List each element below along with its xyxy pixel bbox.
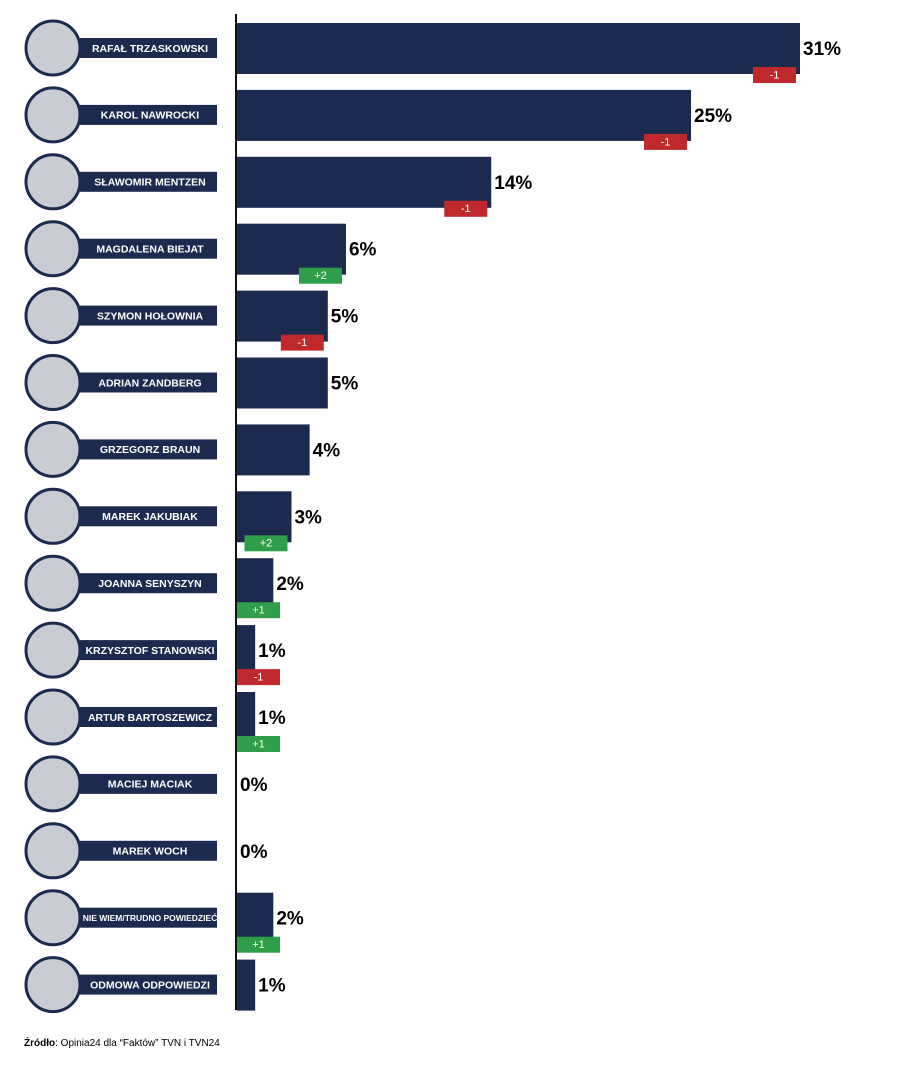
source: Źródło: Opinia24 dla “Faktów” TVN i TVN2… bbox=[24, 1036, 220, 1049]
value-label: 1% bbox=[258, 641, 286, 662]
change-badge bbox=[237, 736, 280, 752]
avatar bbox=[24, 86, 82, 144]
change-badge bbox=[237, 602, 280, 619]
name-tag bbox=[80, 38, 217, 58]
name-tag bbox=[80, 171, 217, 192]
category-label: ARTUR BARTOSZEWICZ bbox=[88, 712, 213, 724]
change-label: -1 bbox=[770, 69, 780, 81]
avatar bbox=[24, 889, 82, 947]
name-tag bbox=[80, 305, 217, 326]
bar bbox=[237, 156, 492, 208]
change-badge bbox=[237, 669, 280, 686]
bar bbox=[237, 491, 292, 543]
change-badge bbox=[644, 133, 688, 150]
change-badge bbox=[237, 936, 280, 953]
change-label: -1 bbox=[297, 337, 307, 349]
change-label: +1 bbox=[252, 939, 265, 951]
value-label: 31% bbox=[803, 39, 841, 60]
value-label: 2% bbox=[276, 574, 304, 595]
bar bbox=[237, 23, 800, 74]
category-label: KRZYSZTOF STANOWSKI bbox=[85, 645, 214, 657]
change-badge bbox=[280, 334, 324, 351]
value-label: 2% bbox=[276, 909, 304, 930]
change-label: -1 bbox=[661, 136, 671, 148]
avatar bbox=[24, 956, 82, 1014]
bar bbox=[237, 558, 274, 610]
category-label: MAREK JAKUBIAK bbox=[102, 511, 198, 523]
name-tag bbox=[80, 573, 217, 594]
category-label: JOANNA SENYSZYN bbox=[98, 578, 201, 590]
bar bbox=[237, 959, 256, 1011]
value-label: 1% bbox=[258, 708, 286, 729]
avatar bbox=[24, 354, 82, 411]
category-label: KAROL NAWROCKI bbox=[101, 110, 199, 122]
category-label: GRZEGORZ BRAUN bbox=[100, 444, 200, 456]
avatar bbox=[24, 822, 82, 880]
avatar bbox=[24, 220, 82, 278]
value-label: 5% bbox=[331, 374, 359, 395]
avatar bbox=[24, 420, 82, 478]
source-label: Źródło bbox=[24, 1036, 55, 1049]
avatar bbox=[24, 153, 82, 211]
change-badge bbox=[244, 535, 288, 552]
name-tag bbox=[80, 840, 217, 861]
avatar bbox=[24, 487, 82, 545]
avatar bbox=[24, 755, 82, 813]
name-tag bbox=[80, 439, 217, 460]
category-label: MAGDALENA BIEJAT bbox=[96, 243, 204, 255]
category-label: SŁAWOMIR MENTZEN bbox=[94, 177, 205, 189]
value-label: 3% bbox=[294, 507, 322, 528]
source-text: : Opinia24 dla “Faktów” TVN i TVN24 bbox=[55, 1038, 220, 1049]
name-tag bbox=[80, 238, 217, 259]
name-tag bbox=[80, 907, 217, 928]
name-tag bbox=[80, 707, 217, 727]
value-label: 14% bbox=[494, 173, 532, 194]
bar bbox=[237, 223, 346, 275]
category-label: MACIEJ MACIAK bbox=[108, 779, 193, 791]
change-badge bbox=[444, 200, 488, 217]
avatar bbox=[24, 554, 82, 612]
value-label: 4% bbox=[313, 440, 341, 461]
name-tag bbox=[80, 773, 217, 794]
category-label: SZYMON HOŁOWNIA bbox=[97, 310, 204, 322]
value-label: 1% bbox=[258, 976, 286, 997]
name-tag bbox=[80, 506, 217, 527]
category-label: ODMOWA ODPOWIEDZI bbox=[90, 979, 210, 991]
value-label: 6% bbox=[349, 240, 377, 261]
category-label: MAREK WOCH bbox=[113, 846, 188, 858]
bar bbox=[237, 424, 310, 476]
change-label: +1 bbox=[252, 605, 265, 617]
avatar bbox=[24, 688, 82, 746]
name-tag bbox=[80, 104, 217, 125]
avatar bbox=[24, 19, 82, 77]
value-label: 5% bbox=[331, 307, 359, 328]
avatar bbox=[24, 621, 82, 679]
category-label: NIE WIEM/TRUDNO POWIEDZIEĆ bbox=[83, 912, 218, 923]
bar bbox=[237, 357, 328, 409]
change-label: -1 bbox=[254, 672, 264, 684]
value-label: 0% bbox=[240, 842, 268, 863]
value-label: 0% bbox=[240, 775, 268, 796]
category-label: ADRIAN ZANDBERG bbox=[98, 377, 201, 389]
change-badge bbox=[298, 267, 342, 284]
change-label: -1 bbox=[461, 203, 471, 215]
bar bbox=[237, 892, 274, 944]
name-tag bbox=[80, 640, 217, 661]
bar bbox=[237, 692, 256, 743]
change-label: +2 bbox=[314, 270, 327, 282]
bar bbox=[237, 89, 692, 141]
name-tag bbox=[80, 974, 217, 995]
value-label: 25% bbox=[694, 106, 732, 127]
name-tag bbox=[80, 372, 217, 393]
avatar bbox=[24, 287, 82, 345]
change-label: +2 bbox=[260, 538, 273, 550]
change-badge bbox=[753, 67, 796, 83]
bar bbox=[237, 625, 256, 677]
bar bbox=[237, 290, 328, 342]
change-label: +1 bbox=[252, 738, 265, 750]
category-label: RAFAŁ TRZASKOWSKI bbox=[92, 43, 208, 55]
